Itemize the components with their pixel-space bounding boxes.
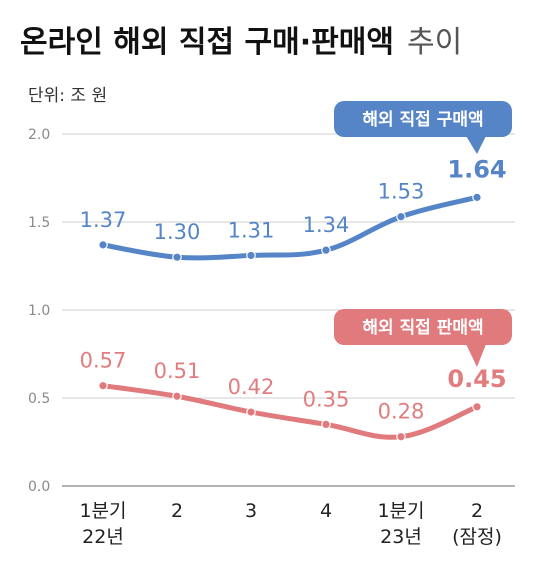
y-axis-ticks: 0.0 0.5 1.0 1.5 2.0 — [28, 127, 50, 495]
data-label: 0.28 — [378, 400, 425, 424]
y-tick-label: 1.0 — [28, 303, 50, 319]
y-tick-label: 2.0 — [28, 127, 50, 143]
data-point — [98, 380, 108, 391]
series-line — [100, 383, 480, 440]
chart-title: 온라인 해외 직접 구매·판매액 추이 — [20, 25, 462, 60]
series-2: 0.57 0.51 0.42 0.35 0.28 0.45 — [80, 349, 507, 442]
data-point — [246, 250, 256, 261]
y-tick-label: 0.5 — [28, 391, 50, 407]
unit-label: 단위: 조 원 — [28, 86, 107, 106]
data-point — [472, 401, 482, 412]
y-tick-label: 1.5 — [28, 215, 50, 231]
data-point — [321, 419, 331, 430]
data-label: 1.64 — [447, 155, 506, 183]
data-point — [321, 245, 331, 255]
series-layer: 1.37 1.30 1.31 1.34 1.53 1.64 0.57 0.51 0.42 0.35… — [80, 155, 507, 442]
data-label: 0.35 — [303, 387, 350, 411]
data-point — [172, 391, 182, 402]
legend-badge-1: 해외 직접 구매액 — [334, 101, 512, 154]
data-label: 1.53 — [378, 180, 425, 204]
x-tick-label: 4 — [320, 500, 332, 522]
data-label: 0.42 — [228, 375, 275, 399]
data-label: 1.37 — [80, 208, 127, 232]
data-label: 0.45 — [447, 365, 506, 393]
legend-badge-bg — [334, 309, 512, 345]
legend-badge-label: 해외 직접 판매액 — [362, 318, 483, 338]
data-label: 1.31 — [228, 218, 275, 242]
legend-badge-2: 해외 직접 판매액 — [334, 309, 512, 367]
legend-badge-pointer — [466, 344, 486, 367]
x-tick-label: 2 (잠정) — [452, 500, 502, 548]
data-point — [172, 252, 182, 263]
x-tick-label: 1분기 23년 — [377, 500, 424, 548]
chart-title-suffix: 추이 — [407, 25, 462, 60]
data-point — [98, 240, 108, 250]
legend-badge-bg — [334, 101, 512, 137]
x-axis-ticks: 1분기 22년 2 3 4 1분기 23년 2 (잠정) — [79, 500, 501, 548]
chart-title-main: 온라인 해외 직접 구매·판매액 — [20, 25, 394, 60]
legend-badge-pointer — [466, 136, 486, 154]
data-label: 1.34 — [303, 213, 350, 237]
series-line — [100, 194, 480, 261]
data-point — [396, 211, 406, 222]
data-point — [396, 431, 406, 442]
data-point — [472, 192, 482, 203]
x-tick-label: 2 — [171, 500, 183, 522]
y-tick-label: 0.0 — [28, 479, 50, 495]
data-label: 0.51 — [154, 359, 201, 383]
gridlines — [62, 133, 515, 487]
data-point — [246, 407, 256, 417]
data-label: 1.30 — [154, 220, 201, 244]
x-tick-label: 3 — [245, 500, 257, 522]
x-tick-label: 1분기 22년 — [79, 500, 126, 548]
legend-badge-label: 해외 직접 구매액 — [362, 110, 483, 130]
series-1: 1.37 1.30 1.31 1.34 1.53 1.64 — [80, 155, 507, 263]
data-label: 0.57 — [80, 349, 127, 373]
